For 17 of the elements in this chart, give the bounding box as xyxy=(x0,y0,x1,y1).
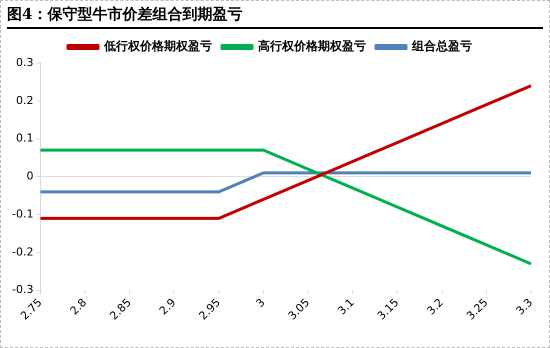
y-tick-label: 0.1 xyxy=(16,132,34,145)
y-tick-label: -0.2 xyxy=(12,245,34,258)
legend-label: 组合总盈亏 xyxy=(411,39,472,54)
chart-title: 图4：保守型牛市价差组合到期盈亏 xyxy=(7,5,543,29)
y-tick-label: 0.2 xyxy=(16,94,34,107)
x-tick-label: 2.8 xyxy=(68,296,90,318)
x-tick-label: 3 xyxy=(253,296,268,310)
y-tick-label: -0.3 xyxy=(12,283,34,296)
y-tick-label: -0.1 xyxy=(12,207,34,220)
y-tick-label: 0 xyxy=(26,170,34,183)
legend-label: 低行权价格期权盈亏 xyxy=(103,39,212,54)
x-tick-label: 2.9 xyxy=(156,296,178,318)
legend-label: 高行权价格期权盈亏 xyxy=(258,39,366,54)
x-tick-label: 3.1 xyxy=(335,296,357,318)
x-tick-label: 3.2 xyxy=(424,296,446,318)
y-tick-label: 0.3 xyxy=(16,56,34,69)
x-tick-label: 3.3 xyxy=(514,296,536,318)
